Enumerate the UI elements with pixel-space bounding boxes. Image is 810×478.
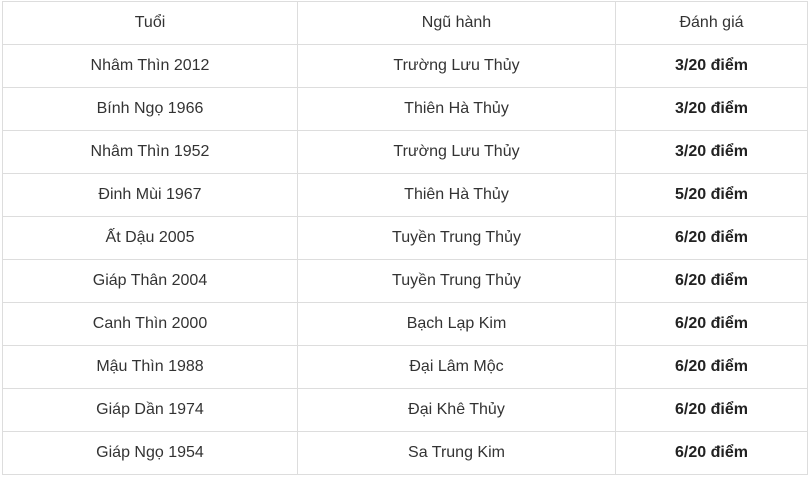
element-cell: Tuyền Trung Thủy: [297, 216, 616, 260]
rating-cell: 6/20 điểm: [615, 259, 808, 303]
table-row: Giáp Ngọ 1954 Sa Trung Kim 6/20 điểm: [2, 431, 808, 475]
age-cell: Nhâm Thìn 2012: [2, 44, 298, 88]
element-cell: Đại Khê Thủy: [297, 388, 616, 432]
header-row: Tuổi Ngũ hành Đánh giá: [2, 1, 808, 45]
age-cell: Giáp Dần 1974: [2, 388, 298, 432]
rating-cell: 6/20 điểm: [615, 431, 808, 475]
table-row: Canh Thìn 2000 Bạch Lạp Kim 6/20 điểm: [2, 302, 808, 346]
age-cell: Đinh Mùi 1967: [2, 173, 298, 217]
age-cell: Giáp Thân 2004: [2, 259, 298, 303]
rating-cell: 5/20 điểm: [615, 173, 808, 217]
table-row: Nhâm Thìn 2012 Trường Lưu Thủy 3/20 điểm: [2, 44, 808, 88]
element-cell: Bạch Lạp Kim: [297, 302, 616, 346]
element-cell: Đại Lâm Mộc: [297, 345, 616, 389]
element-cell: Sa Trung Kim: [297, 431, 616, 475]
age-cell: Canh Thìn 2000: [2, 302, 298, 346]
element-cell: Thiên Hà Thủy: [297, 173, 616, 217]
table-row: Ất Dậu 2005 Tuyền Trung Thủy 6/20 điểm: [2, 216, 808, 260]
element-cell: Trường Lưu Thủy: [297, 44, 616, 88]
rating-cell: 3/20 điểm: [615, 130, 808, 174]
element-cell: Thiên Hà Thủy: [297, 87, 616, 131]
rating-cell: 3/20 điểm: [615, 44, 808, 88]
age-cell: Bính Ngọ 1966: [2, 87, 298, 131]
header-age: Tuổi: [2, 1, 298, 45]
table-row: Nhâm Thìn 1952 Trường Lưu Thủy 3/20 điểm: [2, 130, 808, 174]
table-row: Mậu Thìn 1988 Đại Lâm Mộc 6/20 điểm: [2, 345, 808, 389]
age-cell: Giáp Ngọ 1954: [2, 431, 298, 475]
age-cell: Nhâm Thìn 1952: [2, 130, 298, 174]
table-row: Giáp Dần 1974 Đại Khê Thủy 6/20 điểm: [2, 388, 808, 432]
rating-cell: 6/20 điểm: [615, 216, 808, 260]
age-cell: Mậu Thìn 1988: [2, 345, 298, 389]
rating-cell: 6/20 điểm: [615, 345, 808, 389]
table-row: Giáp Thân 2004 Tuyền Trung Thủy 6/20 điểm: [2, 259, 808, 303]
age-cell: Ất Dậu 2005: [2, 216, 298, 260]
rating-cell: 6/20 điểm: [615, 302, 808, 346]
table-row: Bính Ngọ 1966 Thiên Hà Thủy 3/20 điểm: [2, 87, 808, 131]
rating-cell: 6/20 điểm: [615, 388, 808, 432]
table-row: Đinh Mùi 1967 Thiên Hà Thủy 5/20 điểm: [2, 173, 808, 217]
rating-cell: 3/20 điểm: [615, 87, 808, 131]
element-cell: Tuyền Trung Thủy: [297, 259, 616, 303]
header-element: Ngũ hành: [297, 1, 616, 45]
element-cell: Trường Lưu Thủy: [297, 130, 616, 174]
header-rating: Đánh giá: [615, 1, 808, 45]
